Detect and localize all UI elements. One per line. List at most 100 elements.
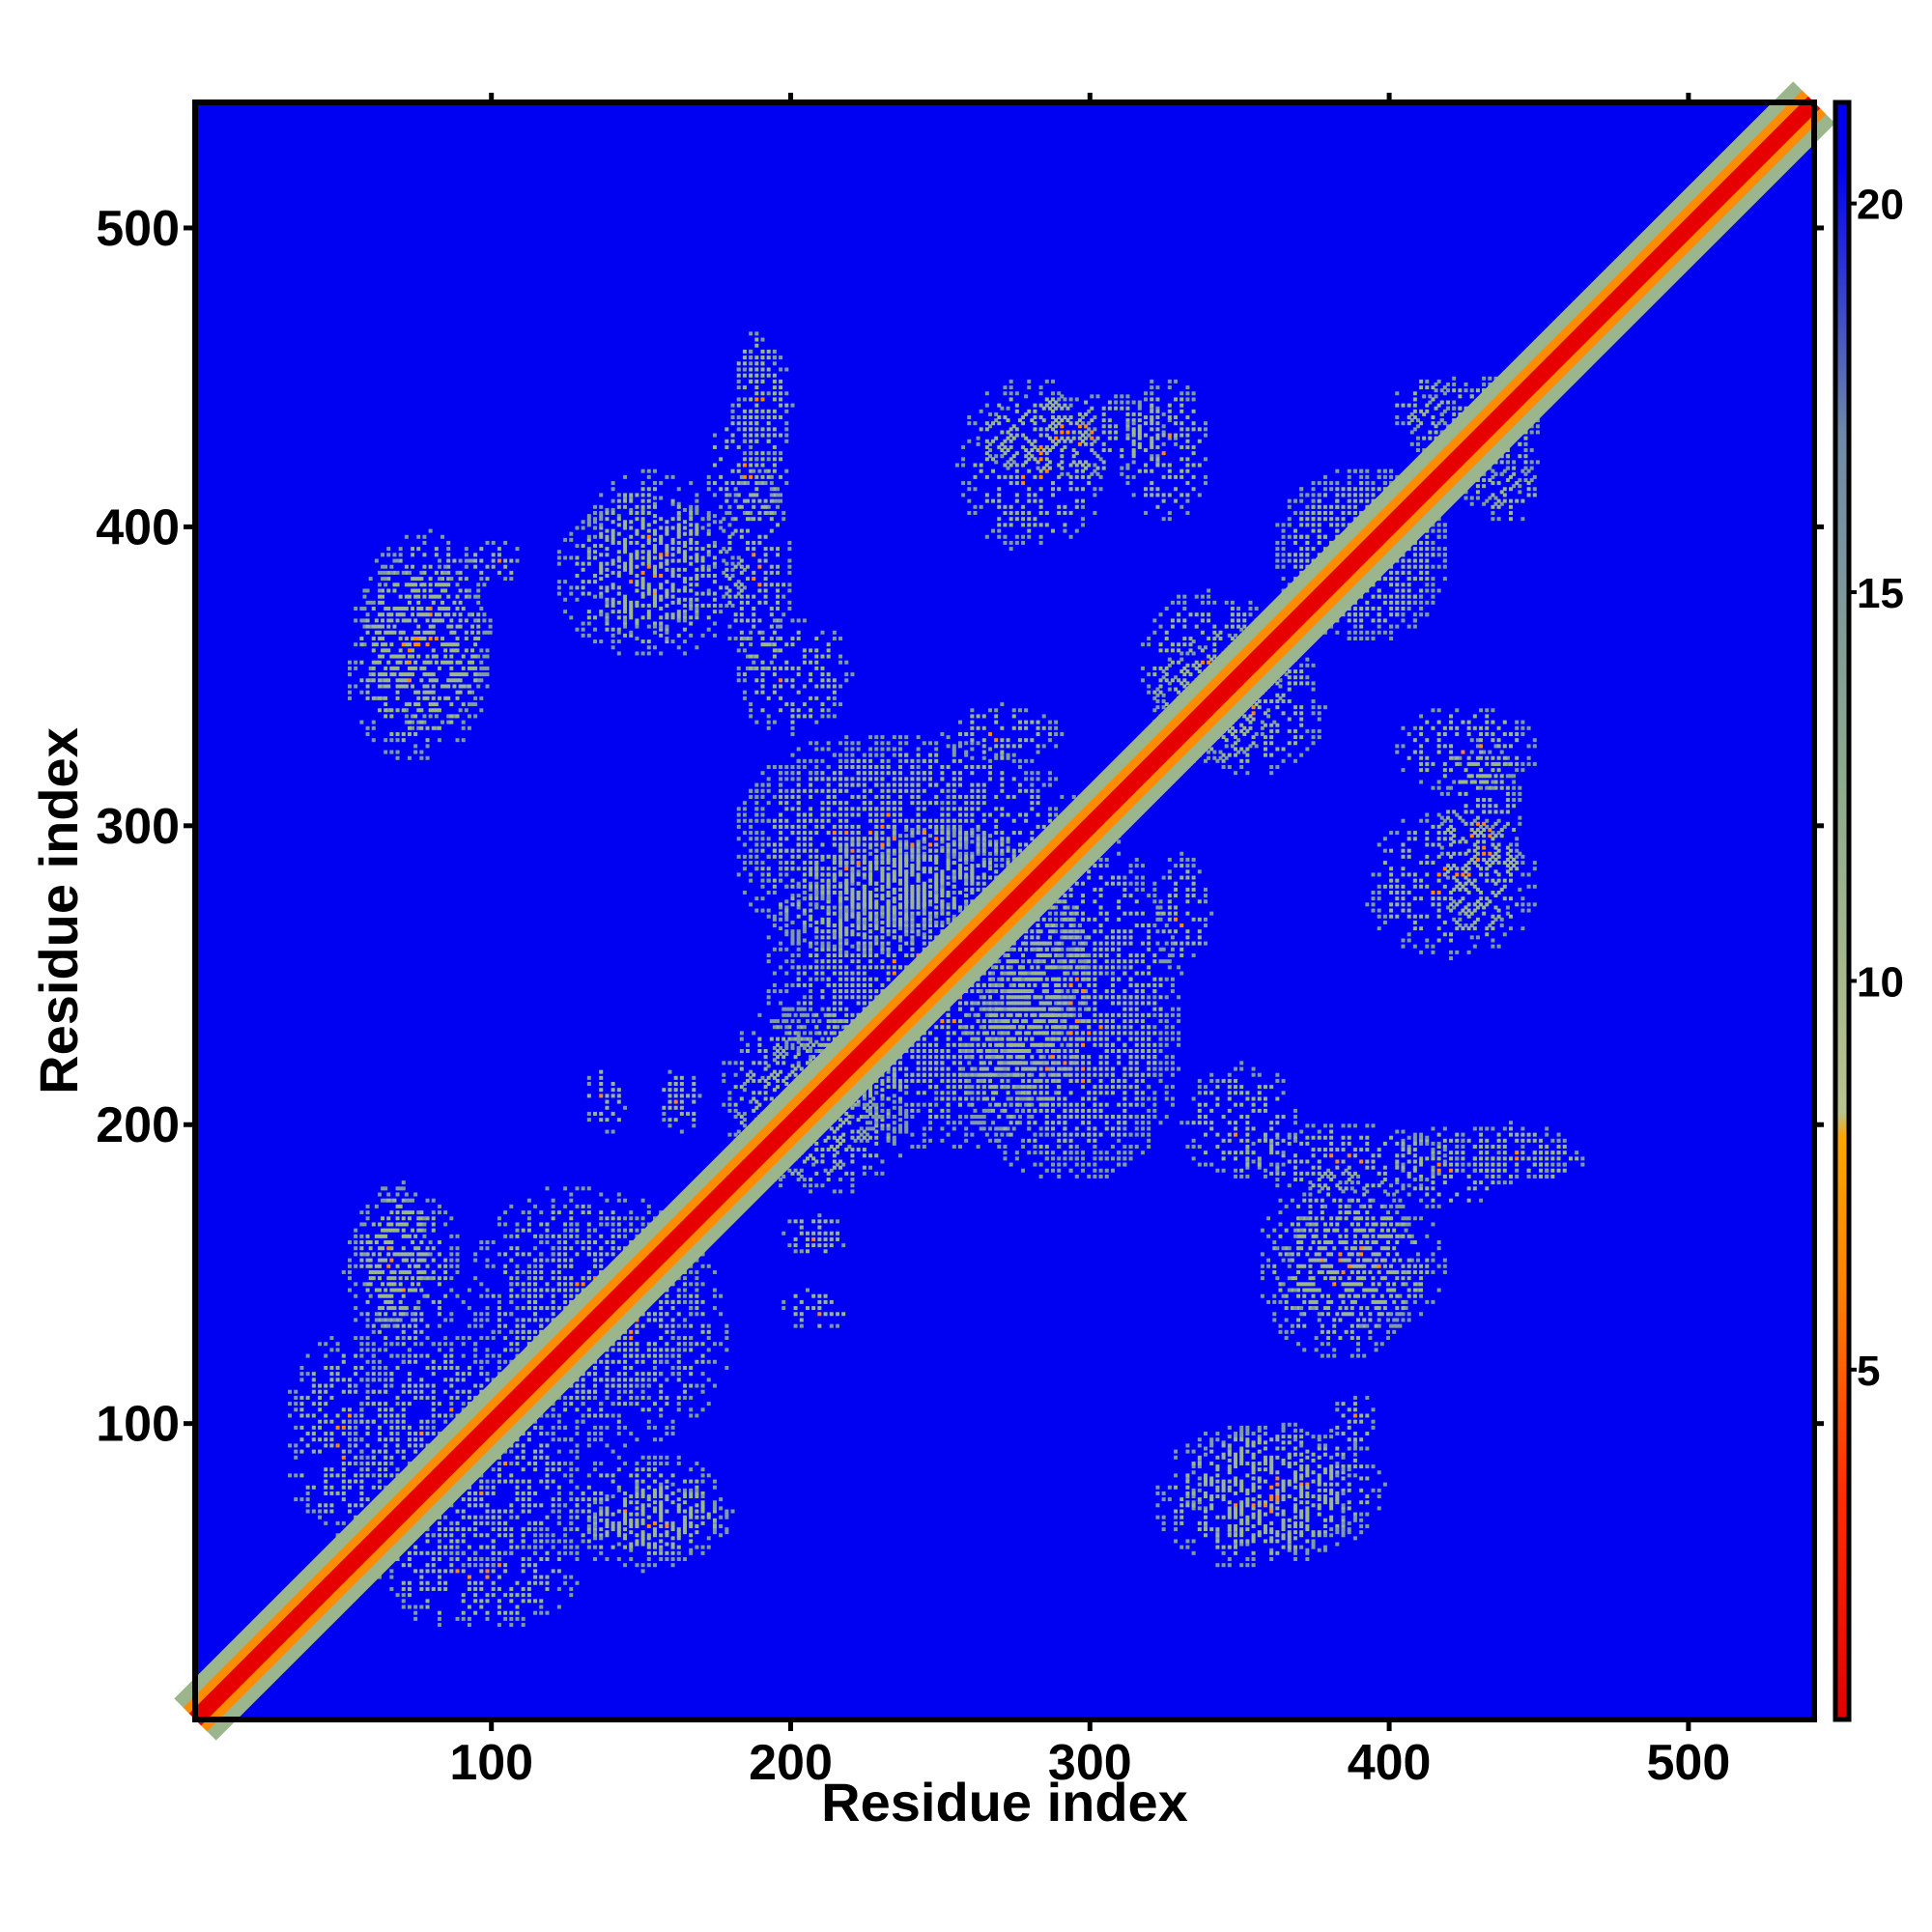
heatmap-cell: [575, 1545, 580, 1549]
heatmap-cell: [802, 1025, 807, 1030]
heatmap-cell: [964, 1085, 969, 1090]
heatmap-cell: [838, 941, 843, 946]
heatmap-cell: [676, 1550, 681, 1555]
heatmap-cell: [497, 1461, 501, 1465]
heatmap-cell: [814, 1141, 819, 1146]
heatmap-cell: [1065, 1042, 1070, 1047]
heatmap-cell: [593, 1536, 598, 1541]
heatmap-cell: [934, 1091, 939, 1095]
heatmap-cell: [384, 1419, 388, 1424]
heatmap-cell: [497, 1605, 501, 1609]
heatmap-cell: [892, 1129, 896, 1134]
heatmap-cell: [509, 1293, 514, 1298]
heatmap-cell: [922, 923, 926, 928]
heatmap-cell: [437, 1610, 441, 1615]
heatmap-cell: [575, 1509, 580, 1514]
heatmap-cell: [682, 1395, 687, 1400]
heatmap-cell: [957, 1085, 962, 1090]
heatmap-cell: [659, 1437, 664, 1442]
heatmap-cell: [485, 1575, 490, 1579]
heatmap-cell: [862, 894, 867, 898]
heatmap-cell: [850, 977, 855, 981]
heatmap-cell: [437, 1545, 441, 1549]
heatmap-cell: [318, 1383, 323, 1388]
heatmap-cell: [682, 1318, 687, 1322]
heatmap-cell: [739, 1085, 744, 1090]
heatmap-cell: [776, 1061, 781, 1065]
heatmap-cell: [374, 1269, 379, 1274]
heatmap-cell: [556, 1467, 561, 1472]
heatmap-cell: [904, 1129, 909, 1134]
heatmap-cell: [404, 1234, 409, 1238]
heatmap-cell: [733, 1115, 738, 1120]
heatmap-cell: [629, 1348, 634, 1352]
heatmap-cell: [509, 1539, 514, 1544]
heatmap-cell: [491, 1550, 496, 1555]
heatmap-cell: [526, 1497, 531, 1502]
heatmap-cell: [1054, 952, 1059, 957]
heatmap-cell: [623, 1515, 628, 1520]
heatmap-cell: [898, 894, 903, 898]
heatmap-cell: [362, 1222, 367, 1227]
heatmap-cell: [676, 1372, 681, 1377]
heatmap-cell: [324, 1402, 328, 1406]
heatmap-cell: [987, 1102, 992, 1107]
heatmap-cell: [526, 1509, 531, 1514]
heatmap-cell: [437, 1323, 441, 1328]
heatmap-cell: [874, 1118, 879, 1122]
heatmap-cell: [341, 1353, 346, 1358]
heatmap-cell: [856, 952, 861, 957]
heatmap-cell: [575, 1503, 580, 1508]
heatmap-cell: [1006, 977, 1010, 981]
heatmap-cell: [892, 887, 896, 892]
heatmap-cells: [174, 81, 1835, 1741]
heatmap-cell: [539, 1432, 544, 1436]
heatmap-cell: [670, 1542, 675, 1547]
heatmap-cell: [569, 1258, 574, 1263]
heatmap-cell: [485, 1264, 490, 1268]
heatmap-cell: [892, 1138, 896, 1143]
heatmap-cell: [811, 1019, 816, 1024]
heatmap-cell: [695, 1494, 699, 1499]
heatmap-cell: [700, 1383, 705, 1388]
heatmap-cell: [371, 1485, 376, 1490]
heatmap-cell: [479, 1383, 484, 1388]
heatmap-cell: [551, 1407, 555, 1412]
heatmap-cell: [575, 1485, 580, 1490]
heatmap-cell: [593, 1523, 598, 1528]
heatmap-cell: [473, 1563, 478, 1568]
heatmap-cell: [712, 1527, 717, 1532]
heatmap-cell: [904, 1115, 909, 1120]
heatmap-cell: [377, 1425, 382, 1430]
heatmap-cell: [407, 1252, 412, 1257]
heatmap-cell: [551, 1288, 555, 1293]
heatmap-cell: [809, 982, 813, 987]
heatmap-cell: [479, 1520, 484, 1525]
heatmap-cell: [294, 1443, 298, 1448]
heatmap-cell: [952, 869, 956, 874]
heatmap-cell: [575, 1252, 580, 1257]
heatmap-cell: [809, 1048, 813, 1053]
heatmap-cell: [563, 1407, 568, 1412]
heatmap-cell: [826, 977, 831, 981]
heatmap-cell: [670, 1353, 675, 1358]
heatmap-cell: [431, 1419, 436, 1424]
heatmap-cell: [862, 1105, 867, 1110]
heatmap-cell: [551, 1210, 555, 1215]
heatmap-cell: [533, 1580, 538, 1585]
heatmap-cell: [425, 1252, 430, 1257]
heatmap-cell: [1000, 1132, 1005, 1137]
heatmap-cell: [473, 1353, 478, 1358]
heatmap-cell: [689, 1348, 694, 1352]
heatmap-cell: [850, 1019, 855, 1024]
heatmap-cell: [569, 1545, 574, 1549]
heatmap-cell: [781, 1012, 786, 1017]
heatmap-cell: [862, 905, 867, 910]
heatmap-cell: [491, 1539, 496, 1544]
heatmap-cell: [586, 1509, 591, 1514]
heatmap-cell: [392, 1198, 397, 1203]
heatmap-cell: [389, 1461, 394, 1465]
heatmap-cell: [503, 1569, 508, 1574]
heatmap-cell: [556, 1306, 561, 1311]
heatmap-cell: [736, 1129, 741, 1134]
